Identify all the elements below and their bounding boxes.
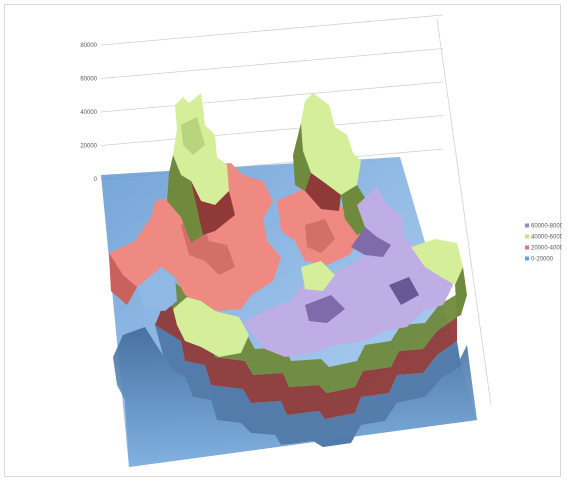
peak-green-right <box>301 93 361 195</box>
peak-green-left <box>173 93 229 205</box>
green-front-left <box>173 297 249 357</box>
plateau-red-center-facet <box>305 219 335 253</box>
peak-green-right-side <box>293 123 311 191</box>
back-wall-edge <box>436 18 492 406</box>
z-tick-label: 40000 <box>80 110 97 116</box>
legend-label: 60000-80000 <box>531 224 562 230</box>
side-wall-blue <box>155 325 461 447</box>
peak-green-left-facet <box>181 117 205 155</box>
z-gridline <box>100 81 444 113</box>
chart-frame: 0 20000 40000 60000 80000 60000-80000 40000-6… <box>4 4 562 477</box>
peak-green-right-base <box>305 173 341 211</box>
legend-label: 40000-60000 <box>531 235 562 241</box>
green-right-edge <box>411 239 463 285</box>
peak-green-left-side <box>167 155 203 243</box>
plateau-violet <box>243 231 453 357</box>
plateau-violet-pit2 <box>389 277 419 305</box>
legend-label: 20000-40000 <box>531 246 562 252</box>
plateau-red-left-shadow <box>109 253 137 305</box>
plateau-violet-pit <box>305 295 345 323</box>
z-tick-label: 20000 <box>80 144 97 150</box>
z-axis: 0 20000 40000 60000 80000 <box>80 43 97 183</box>
z-gridline <box>100 48 444 79</box>
z-tick-label: 60000 <box>80 77 97 83</box>
legend-swatch <box>525 245 529 250</box>
side-wall-red <box>155 301 457 419</box>
side-wall-green <box>165 281 459 393</box>
legend: 60000-80000 40000-60000 20000-40000 0-20000 <box>525 223 562 263</box>
peak-green-left-base <box>191 181 235 235</box>
z-gridlines <box>100 14 444 180</box>
z-tick-label: 80000 <box>80 43 97 49</box>
legend-label: 0-20000 <box>531 257 554 263</box>
green-right-edge-side <box>455 267 467 317</box>
legend-swatch <box>525 256 529 261</box>
z-gridline <box>100 115 444 146</box>
plateau-violet-upper <box>357 187 405 245</box>
legend-swatch <box>525 234 529 239</box>
legend-swatch <box>525 223 529 228</box>
surface-chart: 0 20000 40000 60000 80000 60000-80000 40000-6… <box>80 14 562 467</box>
ring-hole <box>137 267 177 311</box>
z-tick-label: 0 <box>94 177 98 183</box>
plateau-violet-shadow <box>351 227 391 257</box>
surface-base-skirt <box>113 327 477 467</box>
z-gridline <box>100 14 444 46</box>
green-front-center <box>301 261 335 291</box>
